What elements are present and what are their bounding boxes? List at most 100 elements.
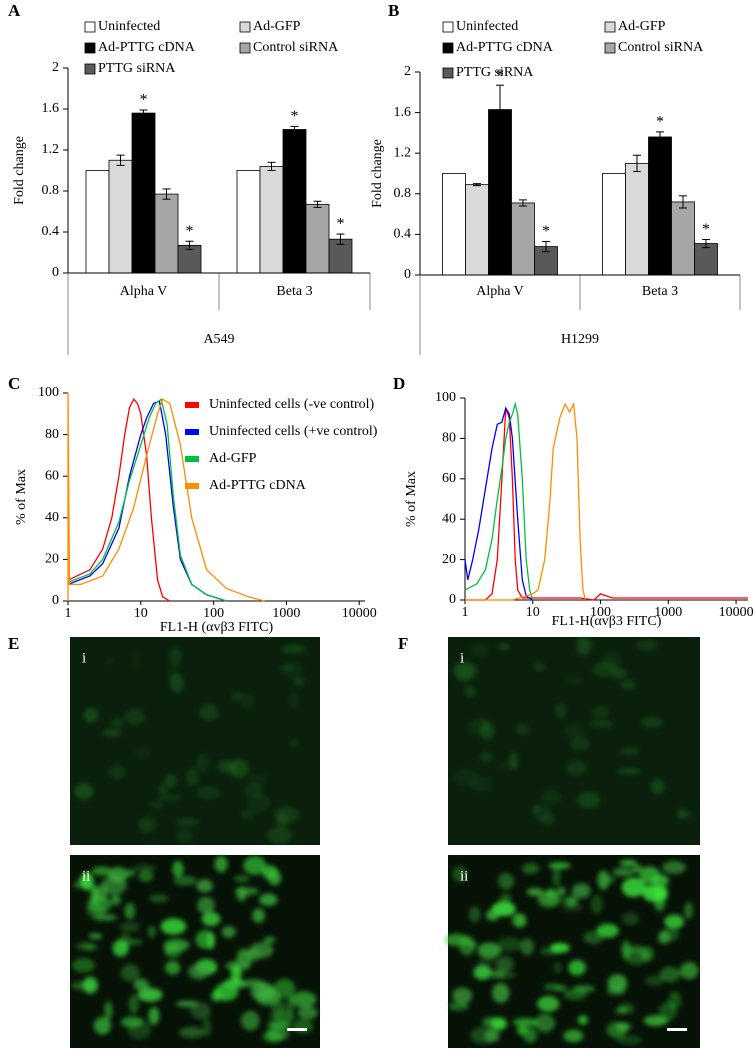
cell <box>92 914 118 921</box>
bar <box>511 202 535 276</box>
cell <box>266 827 293 844</box>
cell <box>176 828 193 844</box>
y-tick-label: 0 <box>449 592 456 607</box>
x-tick-label: 10 <box>526 605 540 620</box>
cell <box>157 793 182 802</box>
subpanel-label: i <box>82 650 86 666</box>
cell <box>249 942 274 958</box>
y-axis-label: Fold change <box>370 139 385 208</box>
x-tick-label: 1 <box>462 605 469 620</box>
legend-label: Control siRNA <box>618 40 704 55</box>
cell <box>684 902 693 920</box>
legend-label: Uninfected <box>456 19 518 34</box>
scale-bar <box>667 1028 687 1031</box>
cell <box>172 860 184 878</box>
significance-label: * <box>702 221 710 238</box>
cell <box>603 651 622 670</box>
cell <box>466 719 492 735</box>
cells <box>70 855 318 1043</box>
cell <box>221 926 236 938</box>
legend-swatch <box>84 63 96 75</box>
error-bar <box>313 200 322 208</box>
error-bar <box>496 84 504 135</box>
cell <box>246 793 272 813</box>
y-axis-label: Fold change <box>12 136 27 205</box>
bar <box>648 136 672 276</box>
cell <box>571 883 591 899</box>
scale-bar <box>287 1028 307 1031</box>
error-bar <box>679 195 687 209</box>
series-line <box>464 401 534 601</box>
x-tick-label: 10 <box>134 606 148 621</box>
y-tick-label: 0 <box>52 593 59 608</box>
legend-label: Uninfected cells (-ve control) <box>209 397 375 412</box>
cell <box>564 676 583 685</box>
legend-swatch <box>442 21 454 33</box>
cell <box>453 661 477 680</box>
legend-label: PTTG siRNA <box>98 61 176 76</box>
cell <box>523 1027 537 1043</box>
cell <box>93 1016 111 1035</box>
cell <box>173 875 197 886</box>
bar <box>305 203 330 274</box>
cell <box>73 881 84 889</box>
cell <box>639 866 661 885</box>
cell <box>124 708 146 725</box>
cell <box>512 1017 539 1027</box>
cell <box>104 1001 113 1020</box>
error-bar <box>185 240 194 250</box>
cell <box>196 879 213 893</box>
cell <box>276 813 288 829</box>
y-tick-label: 20 <box>45 552 59 567</box>
cell <box>596 923 619 938</box>
cell <box>149 801 164 810</box>
significance-label: * <box>186 223 194 240</box>
cell <box>489 969 506 979</box>
cells <box>74 644 306 844</box>
cell <box>241 979 266 988</box>
cell <box>618 1003 635 1014</box>
cell <box>107 867 129 883</box>
cell <box>255 989 281 1006</box>
cell <box>563 1029 584 1043</box>
y-tick-label: 1.2 <box>394 145 412 160</box>
cell <box>565 760 587 776</box>
legend-label: Ad-PTTG cDNA <box>209 478 307 493</box>
cell <box>592 706 610 719</box>
cell <box>459 935 476 956</box>
cell <box>645 975 665 986</box>
cell <box>195 786 221 800</box>
cell <box>657 930 671 944</box>
cell <box>160 918 187 935</box>
cell <box>119 922 140 932</box>
x-tick-label: 10000 <box>342 606 377 621</box>
cell <box>202 1017 212 1037</box>
series-line <box>465 407 748 601</box>
cell <box>563 723 585 739</box>
cell <box>282 660 304 680</box>
error-bar <box>116 154 125 166</box>
panel-label: C <box>8 374 20 393</box>
cell <box>126 938 143 946</box>
cell <box>83 943 98 951</box>
cell <box>579 638 597 652</box>
cell <box>223 978 247 989</box>
cell <box>464 686 476 698</box>
cell <box>294 677 305 687</box>
legend-swatch <box>84 21 96 33</box>
cell <box>110 717 124 729</box>
cell <box>196 753 209 773</box>
cell <box>509 751 518 770</box>
legend-swatch <box>185 483 199 489</box>
cell <box>287 692 300 709</box>
cell <box>262 1030 283 1043</box>
error-bar <box>473 183 481 187</box>
legend-swatch <box>442 67 454 79</box>
subpanel-label: i <box>460 650 464 666</box>
legend-swatch <box>604 42 616 54</box>
significance-label: * <box>291 108 299 125</box>
cell <box>286 994 295 1014</box>
bar <box>442 173 466 276</box>
y-axis-label: % of Max <box>404 471 419 527</box>
error-bar <box>656 131 664 143</box>
